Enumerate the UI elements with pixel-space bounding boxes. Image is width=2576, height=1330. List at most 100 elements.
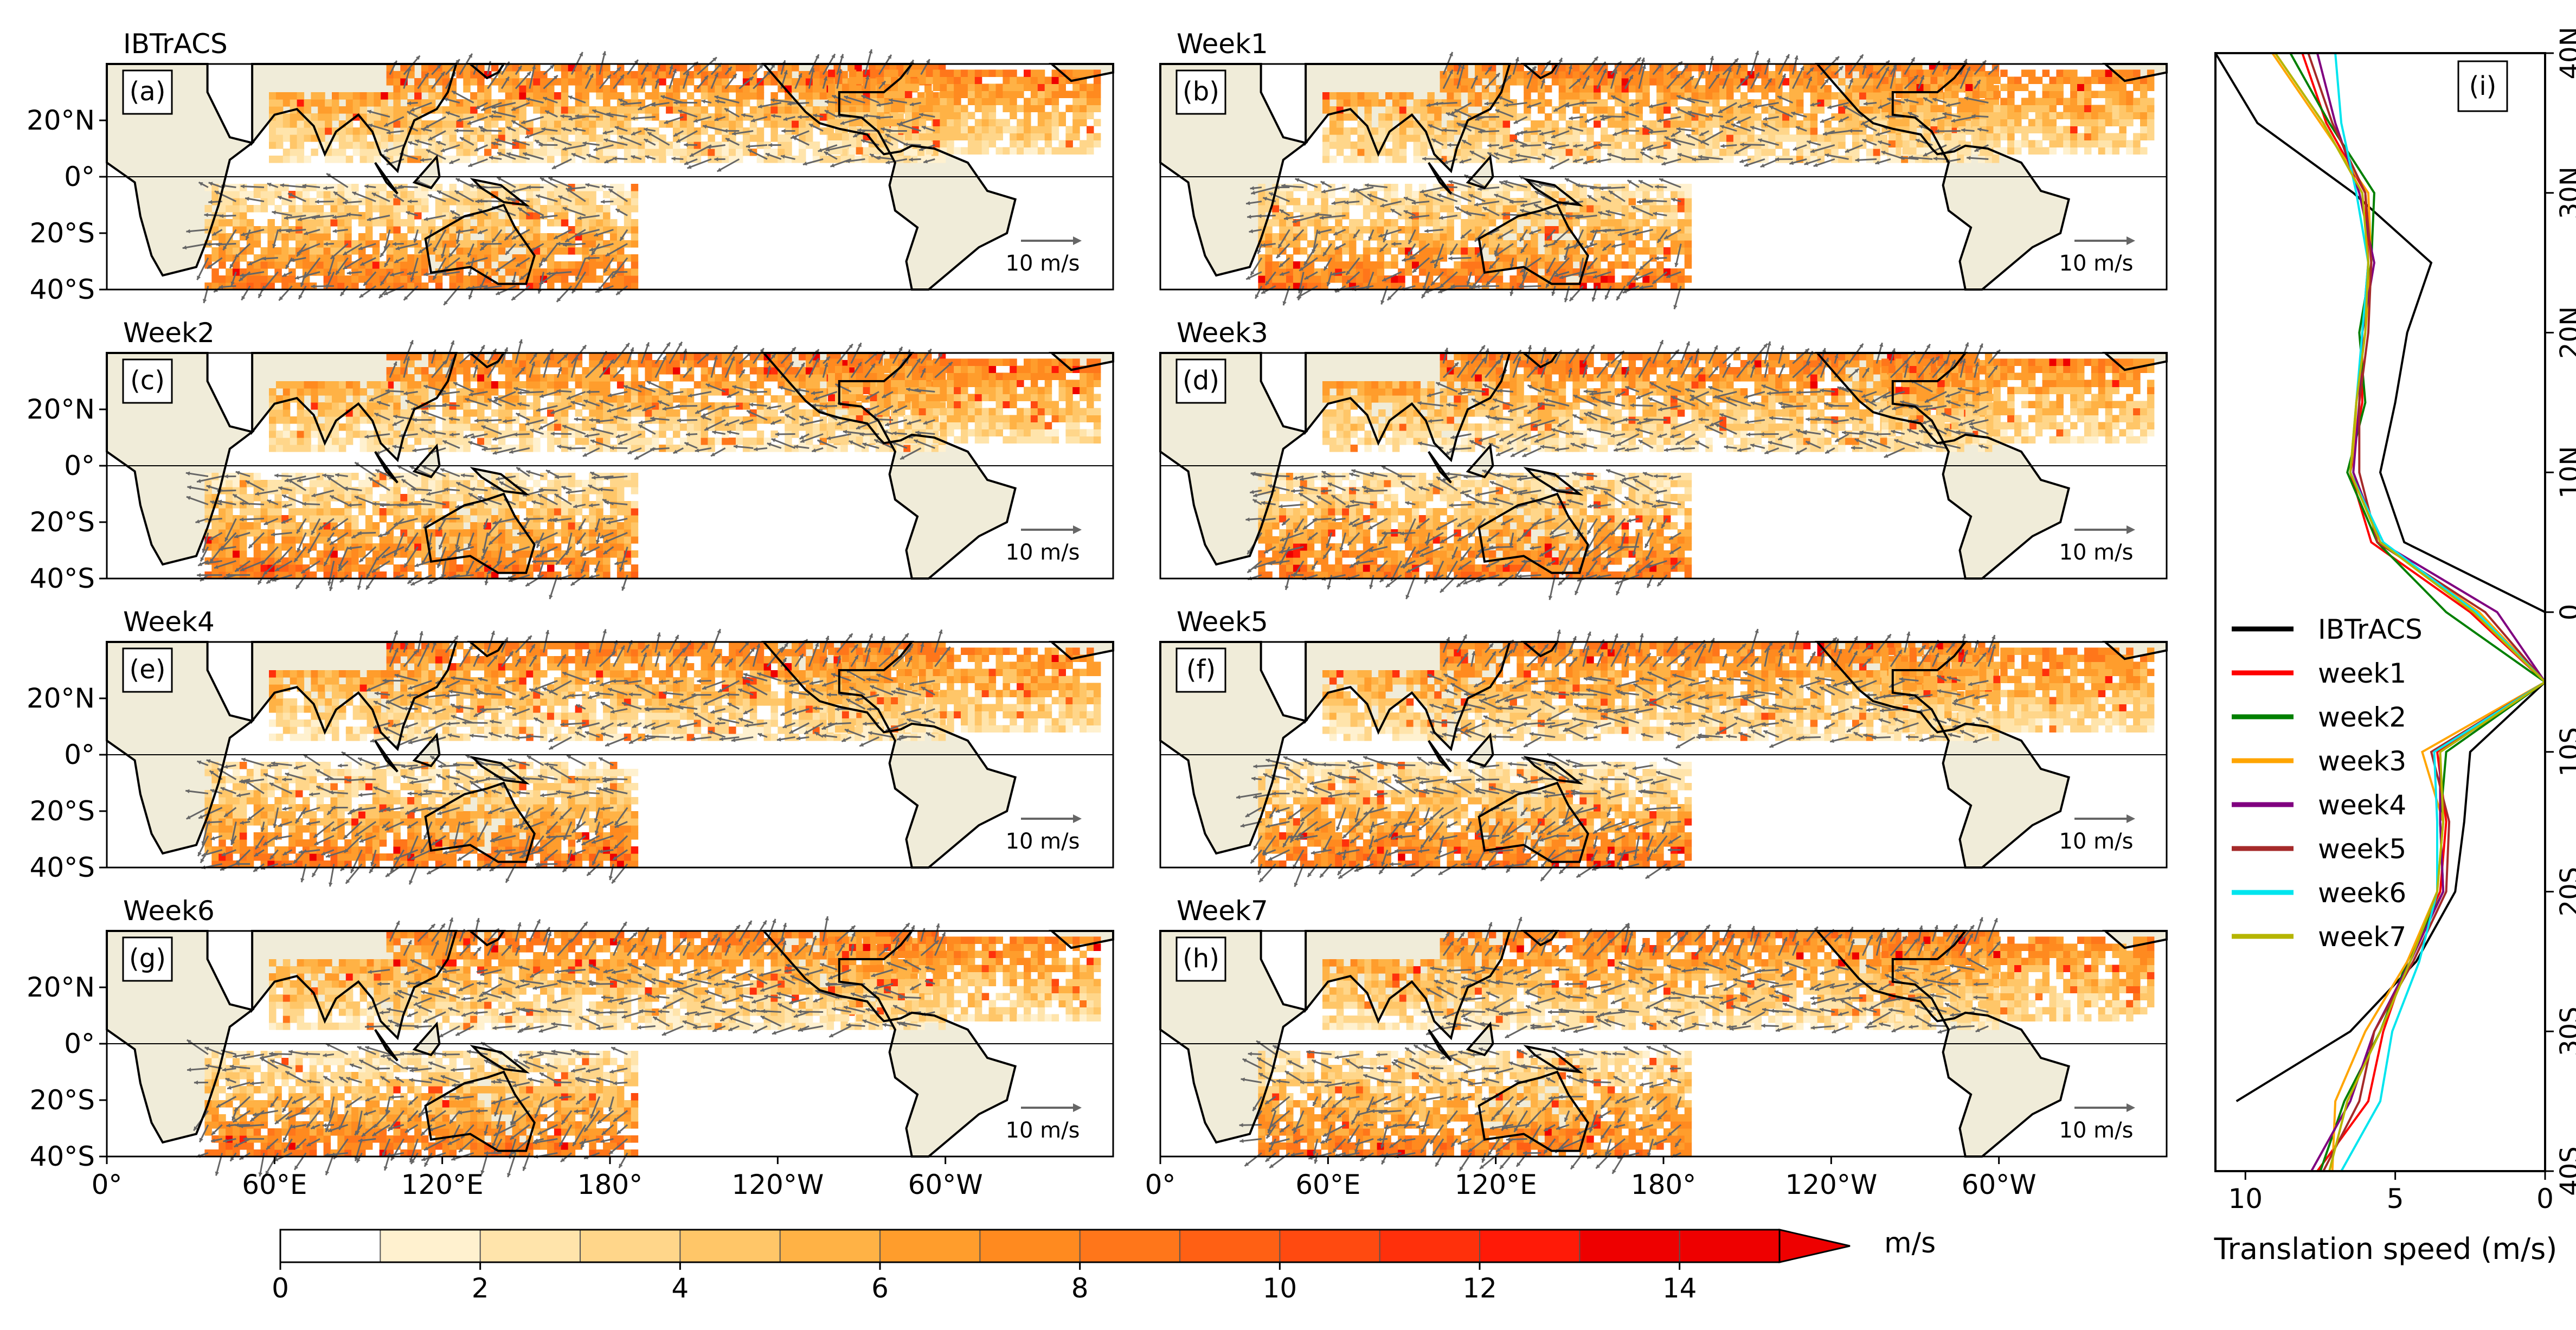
speed-cell — [919, 105, 927, 112]
speed-cell — [295, 261, 303, 269]
speed-cell — [568, 261, 576, 269]
speed-cell — [463, 106, 471, 114]
speed-cell — [750, 92, 757, 100]
speed-cell — [736, 64, 743, 72]
speed-cell — [240, 191, 247, 198]
speed-cell — [884, 69, 891, 77]
speed-cell — [575, 106, 583, 114]
speed-cell — [568, 247, 576, 255]
speed-cell — [561, 71, 569, 79]
speed-cell — [219, 233, 226, 241]
speed-cell — [631, 106, 639, 114]
speed-cell — [624, 149, 632, 156]
speed-cell — [374, 92, 381, 100]
speed-cell — [694, 127, 702, 135]
speed-cell — [449, 184, 457, 191]
speed-cell — [421, 134, 429, 142]
speed-cell — [400, 120, 408, 128]
speed-cell — [276, 92, 284, 100]
speed-cell — [687, 120, 695, 128]
speed-cell — [505, 268, 513, 276]
speed-cell — [624, 127, 632, 135]
speed-cell — [318, 106, 325, 114]
speed-cell — [849, 140, 857, 147]
speed-cell — [849, 83, 857, 91]
speed-cell — [799, 120, 806, 128]
speed-cell — [295, 205, 303, 213]
speed-cell — [673, 149, 680, 156]
speed-cell — [393, 212, 401, 220]
speed-cell — [365, 205, 373, 213]
speed-cell — [414, 212, 422, 220]
speed-cell — [283, 156, 291, 163]
speed-cell — [617, 184, 625, 191]
speed-cell — [470, 142, 478, 149]
speed-cell — [325, 156, 332, 163]
speed-cell — [905, 112, 913, 119]
speed-cell — [715, 120, 722, 128]
speed-cell — [393, 275, 401, 283]
speed-cell — [297, 127, 305, 135]
speed-cell — [274, 275, 282, 283]
speed-cell — [240, 205, 247, 213]
speed-cell — [310, 254, 317, 262]
speed-cell — [736, 92, 743, 100]
speed-cell — [708, 149, 715, 156]
speed-cell — [652, 106, 659, 114]
speed-cell — [778, 106, 785, 114]
speed-cell — [596, 156, 603, 163]
speed-cell — [770, 149, 778, 156]
speed-cell — [332, 99, 339, 107]
speed-cell — [770, 120, 778, 128]
speed-cell — [561, 219, 569, 227]
speed-cell — [290, 142, 298, 149]
speed-cell — [304, 156, 312, 163]
speed-cell — [561, 275, 569, 283]
speed-cell — [318, 99, 325, 107]
speed-cell — [351, 184, 359, 191]
speed-cell — [283, 134, 291, 142]
speed-cell — [470, 191, 478, 198]
speed-cell — [261, 191, 268, 198]
speed-cell — [435, 92, 443, 100]
speed-cell — [610, 219, 618, 227]
speed-cell — [276, 142, 284, 149]
speed-cell — [269, 106, 277, 114]
speed-cell — [743, 99, 750, 107]
speed-cell — [624, 106, 632, 114]
speed-cell — [589, 191, 596, 198]
speed-cell — [610, 92, 618, 100]
speed-cell — [456, 149, 464, 156]
speed-cell — [540, 78, 548, 86]
speed-cell — [484, 99, 492, 107]
speed-cell — [505, 92, 513, 100]
speed-cell — [283, 113, 291, 121]
speed-cell — [240, 219, 247, 227]
speed-cell — [540, 106, 548, 114]
speed-cell — [554, 78, 562, 86]
speed-cell — [325, 99, 332, 107]
speed-cell — [589, 127, 596, 135]
speed-cell — [477, 134, 485, 142]
speed-cell — [905, 105, 913, 112]
speed-cell — [414, 92, 422, 100]
speed-cell — [346, 142, 354, 149]
speed-cell — [770, 134, 778, 142]
speed-cell — [582, 92, 589, 100]
speed-cell — [533, 149, 541, 156]
speed-cell — [317, 247, 324, 255]
speed-cell — [820, 92, 827, 100]
speed-cell — [281, 233, 289, 241]
speed-cell — [269, 127, 277, 135]
speed-cell — [547, 120, 555, 128]
speed-cell — [360, 99, 368, 107]
speed-cell — [240, 254, 247, 262]
speed-cell — [603, 85, 611, 93]
speed-cell — [254, 275, 261, 283]
speed-cell — [421, 191, 429, 198]
speed-cell — [393, 134, 401, 142]
speed-cell — [715, 85, 722, 93]
speed-cell — [575, 85, 583, 93]
speed-cell — [652, 142, 659, 149]
